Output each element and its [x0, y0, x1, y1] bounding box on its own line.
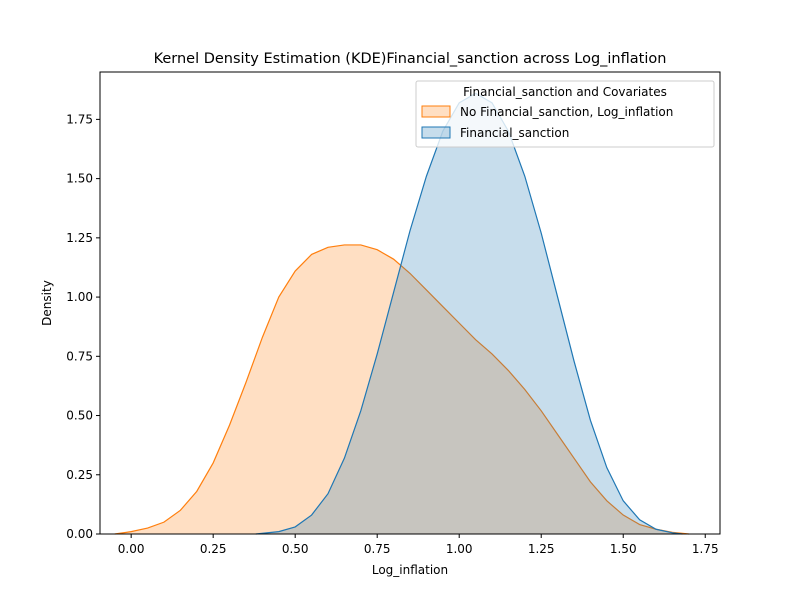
plot-frame [99, 71, 721, 535]
x-axis-label: Log_inflation [372, 563, 448, 577]
series-area-0 [114, 244, 689, 534]
y-tick-label: 1.25 [66, 231, 93, 245]
legend-swatch-0 [421, 105, 451, 118]
series-area-1 [255, 93, 683, 534]
y-tick-label: 1.75 [66, 112, 93, 126]
y-tick-label: 0.75 [66, 349, 93, 363]
chart-title: Kernel Density Estimation (KDE)Financial… [154, 51, 667, 67]
legend: Financial_sanction and Covariates No Fin… [415, 80, 715, 148]
x-tick-label: 0.25 [200, 542, 227, 556]
legend-label-1: Financial_sanction [460, 126, 569, 140]
y-tick-label: 1.00 [66, 290, 93, 304]
y-tick-label: 0.50 [66, 409, 93, 423]
y-tick-label: 1.50 [66, 172, 93, 186]
series-layer [114, 92, 689, 535]
legend-swatch-1 [421, 126, 451, 139]
x-tick-label: 1.00 [446, 542, 473, 556]
y-axis: 0.00 0.25 0.50 0.75 1.00 1.25 1.50 1.75 [66, 112, 100, 541]
x-tick-label: 0.50 [282, 542, 309, 556]
legend-title: Financial_sanction and Covariates [463, 85, 667, 99]
legend-items: No Financial_sanction, Log_inflation Fina… [421, 105, 673, 140]
x-tick-label: 0.75 [364, 542, 391, 556]
y-tick-label: 0.00 [66, 527, 93, 541]
x-tick-label: 1.50 [610, 542, 637, 556]
x-axis: 0.00 0.25 0.50 0.75 1.00 1.25 1.50 1.75 [118, 534, 719, 556]
x-tick-label: 0.00 [118, 542, 145, 556]
x-tick-label: 1.25 [528, 542, 555, 556]
legend-frame [415, 80, 715, 148]
legend-label-0: No Financial_sanction, Log_inflation [460, 105, 673, 119]
y-axis-label: Density [40, 280, 54, 326]
series-line-0 [114, 244, 689, 535]
y-tick-label: 0.25 [66, 468, 93, 482]
x-tick-label: 1.75 [692, 542, 719, 556]
